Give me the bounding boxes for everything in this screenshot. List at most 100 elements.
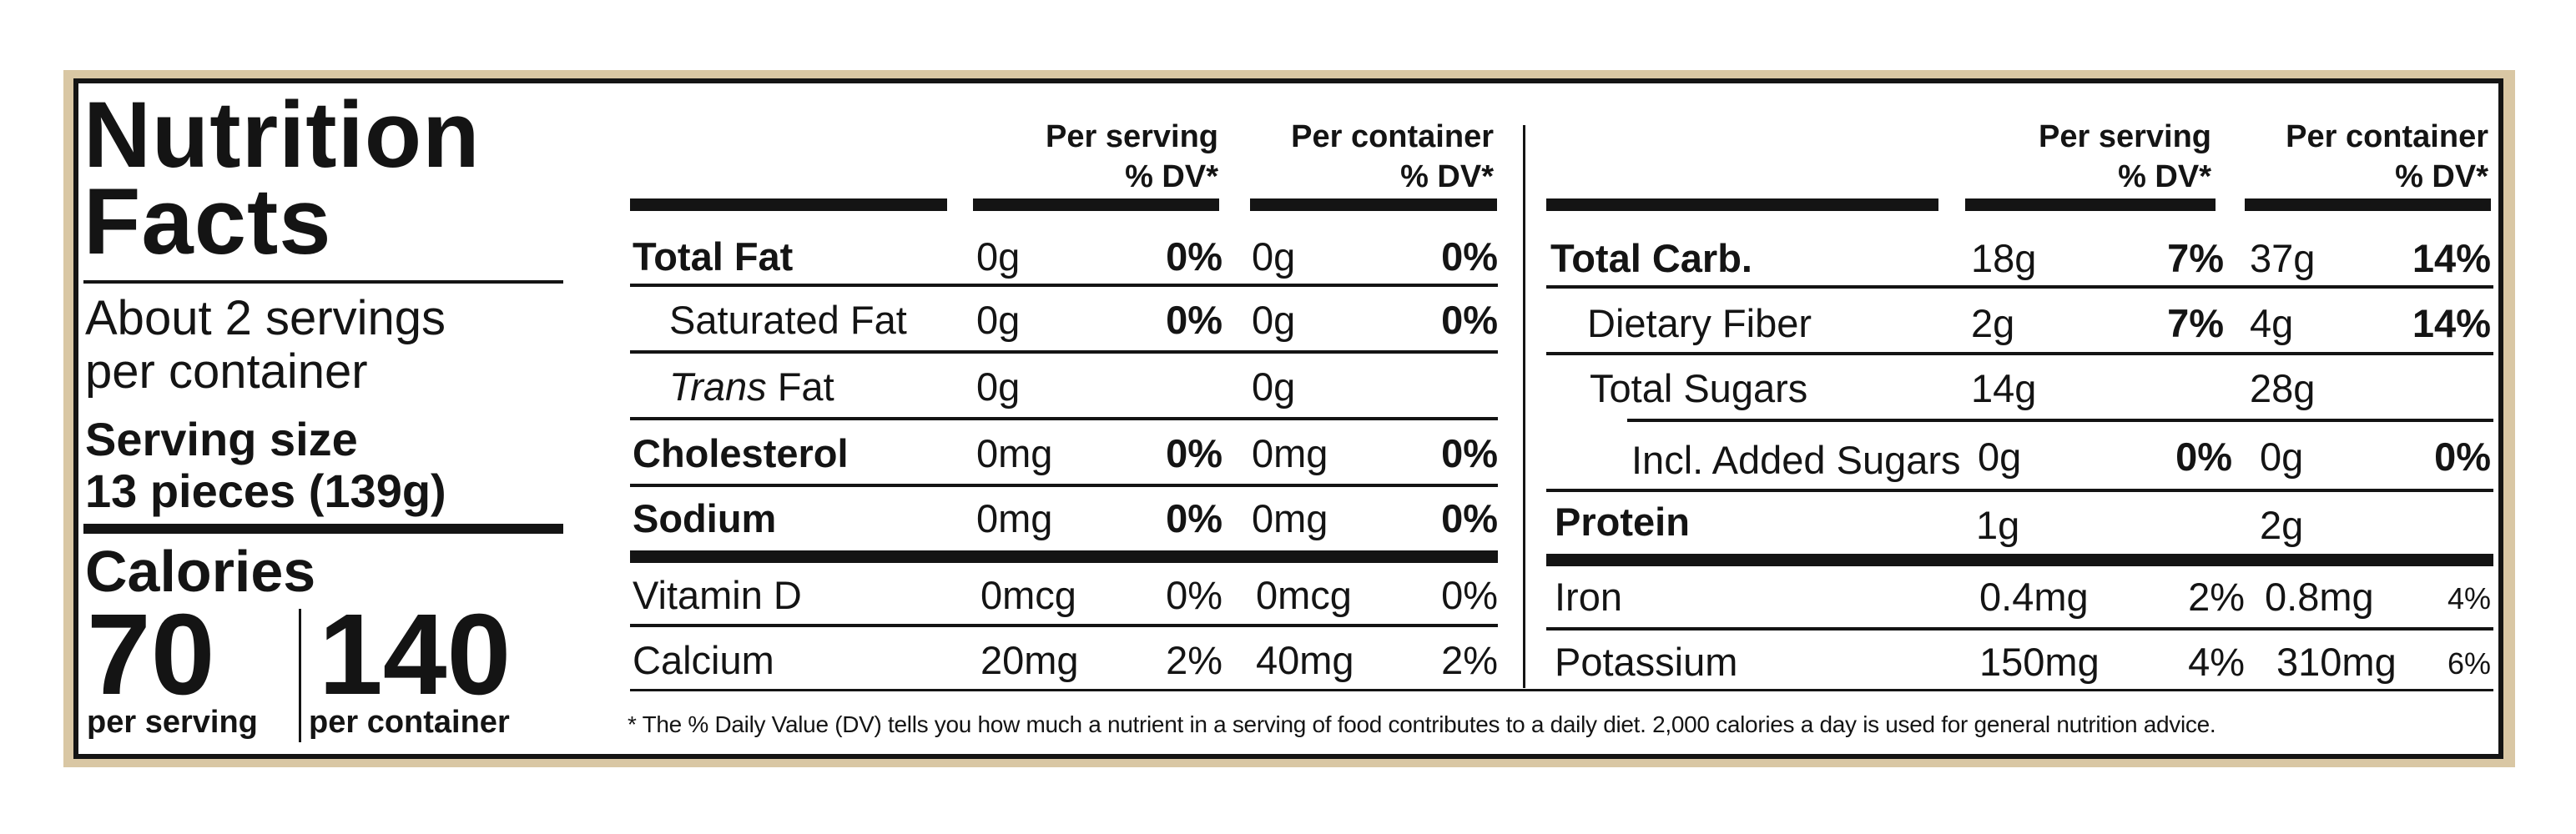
nutrient-name: Saturated Fat bbox=[669, 298, 907, 342]
container-amount: 0mg bbox=[1252, 496, 1328, 540]
nutrient-name: Calcium bbox=[633, 638, 774, 682]
nutrient-name: Total Sugars bbox=[1590, 366, 1808, 410]
divider bbox=[83, 280, 563, 284]
serving-amount: 0g bbox=[1978, 435, 2022, 479]
serving-size-label: Serving size bbox=[85, 413, 358, 465]
container-dv: 0% bbox=[1441, 496, 1498, 540]
thick-divider bbox=[1546, 554, 2493, 566]
panel-title: Nutrition Facts bbox=[83, 83, 481, 274]
row-divider bbox=[1546, 352, 2493, 355]
serving-dv: 0% bbox=[2175, 435, 2232, 479]
container-dv: 4% bbox=[2447, 581, 2491, 615]
header-per-serving: Per serving bbox=[1046, 119, 1218, 154]
row-divider bbox=[1546, 489, 2493, 492]
serving-dv: 7% bbox=[2167, 236, 2224, 280]
serving-dv: 0% bbox=[1166, 573, 1222, 617]
container-dv: 14% bbox=[2412, 301, 2491, 345]
row-divider bbox=[1546, 627, 2493, 631]
serving-amount: 14g bbox=[1971, 366, 2037, 410]
row-divider bbox=[630, 624, 1498, 627]
thick-divider bbox=[83, 524, 563, 534]
serving-amount: 0mg bbox=[976, 496, 1053, 540]
thick-divider bbox=[2245, 198, 2491, 211]
nutrient-name: Sodium bbox=[633, 496, 777, 540]
nutrient-name: Incl. Added Sugars bbox=[1631, 438, 1961, 482]
serving-amount: 18g bbox=[1971, 236, 2037, 280]
header-per-container: Per container bbox=[2286, 119, 2488, 154]
serving-dv: 0% bbox=[1166, 496, 1222, 540]
serving-dv: 4% bbox=[2188, 640, 2245, 684]
header-dv: % DV* bbox=[1400, 159, 1494, 194]
header-per-container: Per container bbox=[1291, 119, 1494, 154]
container-amount: 0g bbox=[1252, 364, 1296, 409]
container-dv: 14% bbox=[2412, 236, 2491, 280]
serving-size-value: 13 pieces (139g) bbox=[85, 465, 446, 517]
thick-divider bbox=[630, 198, 947, 211]
header-dv: % DV* bbox=[2395, 159, 2488, 194]
calories-per-serving: 70 bbox=[87, 590, 215, 719]
serving-dv: 7% bbox=[2167, 301, 2224, 345]
thick-divider bbox=[630, 550, 1498, 563]
serving-dv: 0% bbox=[1166, 298, 1222, 342]
container-amount: 0g bbox=[1252, 234, 1296, 279]
calories-per-serving-label: per serving bbox=[87, 705, 258, 740]
calories-divider bbox=[299, 609, 301, 742]
container-amount: 40mg bbox=[1256, 638, 1354, 682]
container-dv: 2% bbox=[1441, 638, 1498, 682]
serving-amount: 0mcg bbox=[980, 573, 1076, 617]
nutrient-name: Potassium bbox=[1555, 640, 1738, 684]
footnote: * The % Daily Value (DV) tells you how m… bbox=[628, 711, 2216, 737]
nutrient-name: Cholesterol bbox=[633, 431, 849, 475]
thick-divider bbox=[1546, 198, 1938, 211]
container-amount: 0g bbox=[1252, 298, 1296, 342]
nutrient-name: Trans Fat bbox=[669, 365, 834, 409]
serving-amount: 20mg bbox=[980, 638, 1079, 682]
serving-amount: 1g bbox=[1976, 503, 2020, 547]
container-amount: 28g bbox=[2250, 366, 2316, 410]
row-divider bbox=[630, 417, 1498, 420]
calories-label: Calories bbox=[85, 539, 316, 604]
container-amount: 37g bbox=[2250, 236, 2316, 280]
container-amount: 0mcg bbox=[1256, 573, 1352, 617]
container-amount: 2g bbox=[2260, 503, 2304, 547]
container-amount: 0g bbox=[2260, 435, 2304, 479]
serving-amount: 0g bbox=[976, 364, 1021, 409]
nutrient-name: Protein bbox=[1555, 500, 1690, 544]
nutrient-name: Iron bbox=[1555, 575, 1622, 619]
row-divider bbox=[1546, 285, 2493, 289]
serving-amount: 150mg bbox=[1979, 640, 2100, 684]
calories-per-container-label: per container bbox=[309, 705, 510, 740]
container-dv: 0% bbox=[2434, 435, 2491, 479]
serving-dv: 2% bbox=[2188, 575, 2245, 619]
servings-per-container: About 2 servings per container bbox=[85, 291, 446, 399]
container-dv: 0% bbox=[1441, 431, 1498, 475]
row-divider bbox=[1627, 419, 2493, 422]
row-divider bbox=[630, 350, 1498, 354]
nutrient-name: Vitamin D bbox=[633, 573, 802, 617]
container-amount: 310mg bbox=[2276, 640, 2397, 684]
serving-amount: 0.4mg bbox=[1979, 575, 2089, 619]
container-amount: 0mg bbox=[1252, 431, 1328, 475]
header-dv: % DV* bbox=[1125, 159, 1218, 194]
calories-per-container: 140 bbox=[319, 590, 512, 719]
serving-amount: 0mg bbox=[976, 431, 1053, 475]
nutrient-name-rest: Fat bbox=[766, 364, 834, 409]
thick-divider bbox=[973, 198, 1219, 211]
container-dv: 6% bbox=[2447, 646, 2491, 681]
nutrient-name: Total Carb. bbox=[1550, 236, 1752, 280]
row-divider bbox=[630, 284, 1498, 287]
serving-amount: 2g bbox=[1971, 301, 2015, 345]
footnote-divider bbox=[630, 689, 2493, 691]
thick-divider bbox=[1250, 198, 1497, 211]
container-amount: 4g bbox=[2250, 301, 2294, 345]
nutrient-name: Dietary Fiber bbox=[1587, 301, 1812, 345]
serving-dv: 0% bbox=[1166, 431, 1222, 475]
header-dv: % DV* bbox=[2118, 159, 2211, 194]
column-divider bbox=[1523, 125, 1525, 688]
header-per-serving: Per serving bbox=[2039, 119, 2211, 154]
row-divider bbox=[630, 484, 1498, 487]
thick-divider bbox=[1965, 198, 2216, 211]
serving-dv: 2% bbox=[1166, 638, 1222, 682]
nutrient-name: Total Fat bbox=[633, 234, 794, 279]
container-dv: 0% bbox=[1441, 573, 1498, 617]
